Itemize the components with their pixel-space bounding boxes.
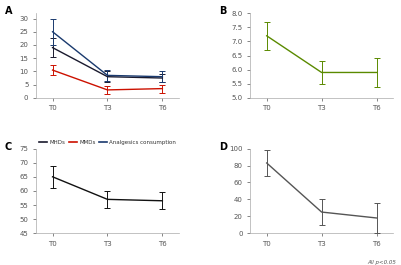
Text: B: B <box>219 6 226 16</box>
Text: C: C <box>5 142 12 152</box>
Legend: MHDs, MMDs, Analgesics consumption: MHDs, MMDs, Analgesics consumption <box>36 138 178 148</box>
Text: All p<0.05: All p<0.05 <box>367 260 396 265</box>
Text: D: D <box>219 142 227 152</box>
Text: A: A <box>5 6 12 16</box>
